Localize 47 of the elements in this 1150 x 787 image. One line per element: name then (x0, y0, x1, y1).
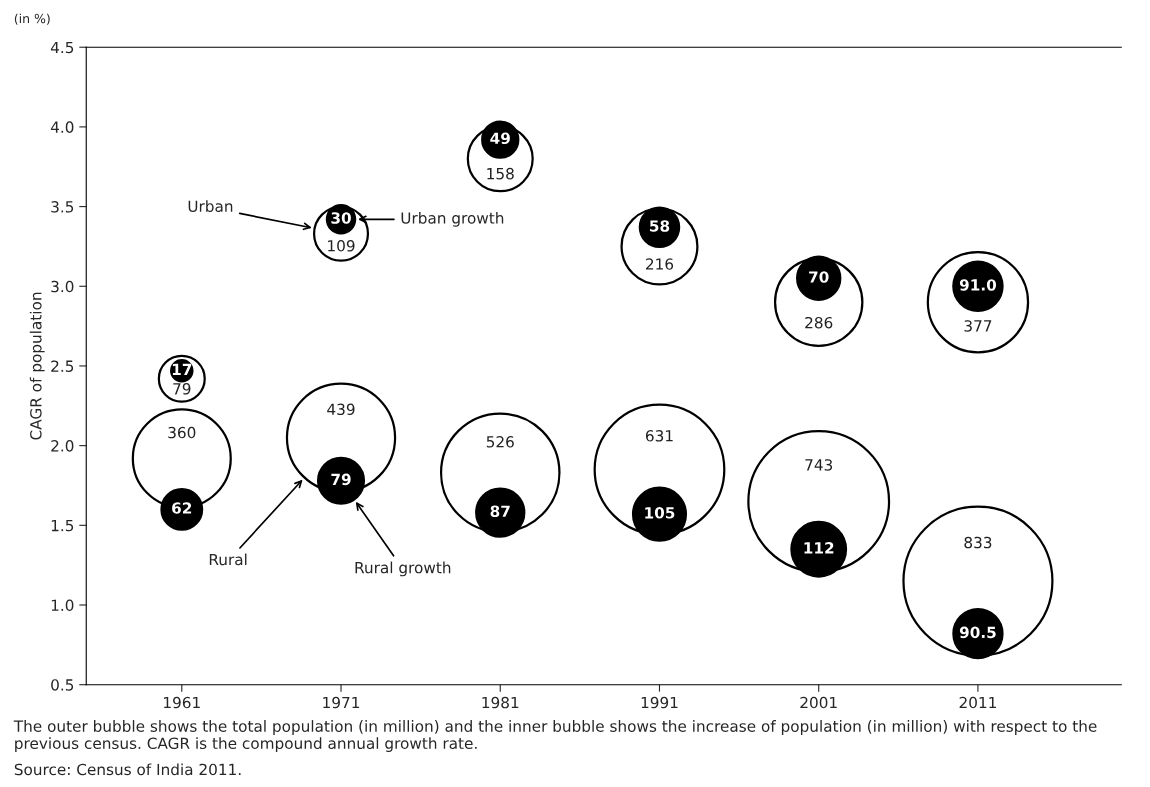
data-label: 216 (646, 258, 674, 270)
data-label: 62 (172, 502, 192, 514)
y-tick-label: 4.0 (50, 121, 74, 133)
data-label: 30 (331, 212, 351, 224)
text: The outer bubble shows the total population (in million) and the inner bubble shows the increase of population (in million) with respect to the previous census. CAGR is the compound annual growth rate. (13, 720, 1097, 752)
data-label: 109 (328, 240, 355, 252)
y-tick-label: 2.5 (51, 360, 74, 372)
data-label: 158 (487, 167, 514, 180)
data-label: 377 (964, 320, 992, 332)
y-tick-label: 2.0 (51, 440, 74, 452)
x-tick-label: 2011 (959, 696, 996, 709)
x-tick-label: 1991 (641, 696, 678, 709)
data-label: 70 (809, 271, 829, 283)
data-label: 91.0 (959, 279, 997, 291)
data-label: 526 (486, 436, 514, 448)
data-label: 79 (331, 473, 351, 486)
x-tick-label: 2001 (800, 696, 837, 709)
data-label: 631 (645, 430, 673, 442)
data-label: 90.5 (959, 626, 996, 639)
data-label: 87 (490, 505, 510, 518)
source-note: Source: Census of India 2011. (14, 763, 241, 776)
data-label: 58 (650, 220, 670, 232)
data-label: 79 (173, 383, 191, 395)
x-tick-label: 1971 (323, 696, 360, 709)
data-label: 360 (168, 426, 196, 439)
data-label: 743 (805, 459, 833, 471)
text: Urban (188, 200, 233, 212)
data-label: 112 (804, 542, 834, 554)
data-label: 17 (172, 363, 192, 375)
y-tick-label: 0.5 (51, 679, 74, 691)
x-tick-label: 1961 (164, 696, 200, 709)
y-tick-label: 1.5 (51, 519, 74, 532)
y-tick-label: 1.0 (51, 599, 74, 612)
y-tick-label: 3.5 (51, 201, 74, 213)
text: Rural (209, 553, 247, 566)
text: Rural growth (355, 561, 451, 577)
y-tick-label: 3.0 (51, 280, 74, 293)
text: (in %) (14, 13, 50, 25)
data-label: 105 (645, 507, 675, 519)
data-label: 286 (805, 316, 833, 329)
data-label: 49 (490, 132, 510, 145)
data-label: 833 (964, 536, 992, 549)
x-tick-label: 1981 (482, 696, 519, 709)
legend-label: Urban growth (401, 211, 504, 227)
data-label: 439 (327, 403, 355, 416)
y-tick-label: 4.5 (50, 41, 74, 54)
y-axis-title: CAGR of population (29, 292, 45, 440)
